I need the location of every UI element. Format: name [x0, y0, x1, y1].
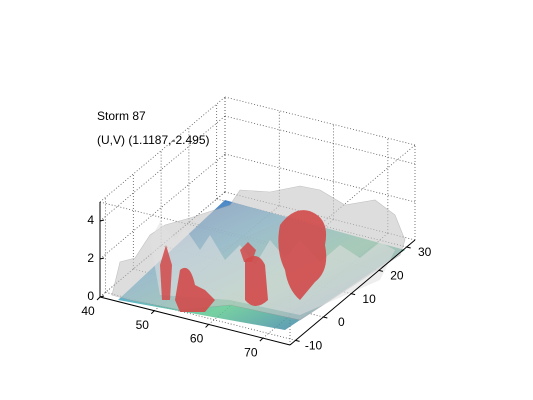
x-tick-label: 40	[81, 304, 95, 318]
x-tick	[259, 337, 264, 342]
y-tick	[378, 269, 384, 272]
chart-title: Storm 87	[97, 109, 146, 123]
chart-subtitle: (U,V) (1.1187,-2.495)	[97, 133, 210, 147]
y-tick	[295, 339, 300, 342]
grid-line	[224, 115, 416, 165]
box-edge	[99, 96, 226, 203]
box-edge	[224, 96, 416, 146]
x-axis	[99, 296, 291, 346]
isosurface-render	[111, 185, 406, 330]
y-tick	[406, 246, 411, 249]
z-tick	[99, 257, 105, 260]
axes-layer: 40 50 60 70 -10 0 10 20 30 0 2 4	[81, 202, 432, 359]
grey-isosurface-front	[150, 222, 395, 315]
y-axis	[289, 239, 416, 346]
z-tick	[99, 219, 105, 222]
grid-line	[99, 115, 226, 222]
red-isosurface	[160, 245, 172, 300]
grid-line	[99, 153, 226, 260]
x-tick	[150, 310, 155, 315]
red-isosurface	[240, 242, 256, 262]
y-tick-label: 10	[362, 292, 376, 306]
y-tick-label: 20	[390, 269, 404, 283]
z-tick-label: 2	[87, 251, 94, 265]
x-tick-label: 70	[244, 345, 258, 359]
z-tick-label: 0	[87, 289, 94, 303]
x-tick-label: 60	[190, 332, 204, 346]
red-isosurface	[245, 256, 268, 306]
y-tick-label: -10	[305, 339, 323, 353]
z-tick-label: 4	[87, 213, 94, 227]
y-tick-label: 0	[338, 315, 345, 329]
x-tick-label: 50	[136, 318, 150, 332]
red-isosurface	[175, 267, 215, 312]
x-tick	[205, 324, 209, 328]
x-tick	[96, 296, 101, 301]
y-tick-label: 30	[418, 245, 432, 259]
y-tick	[350, 293, 356, 296]
red-isosurface	[278, 210, 327, 300]
y-tick	[323, 316, 328, 319]
z-tick	[99, 295, 105, 298]
